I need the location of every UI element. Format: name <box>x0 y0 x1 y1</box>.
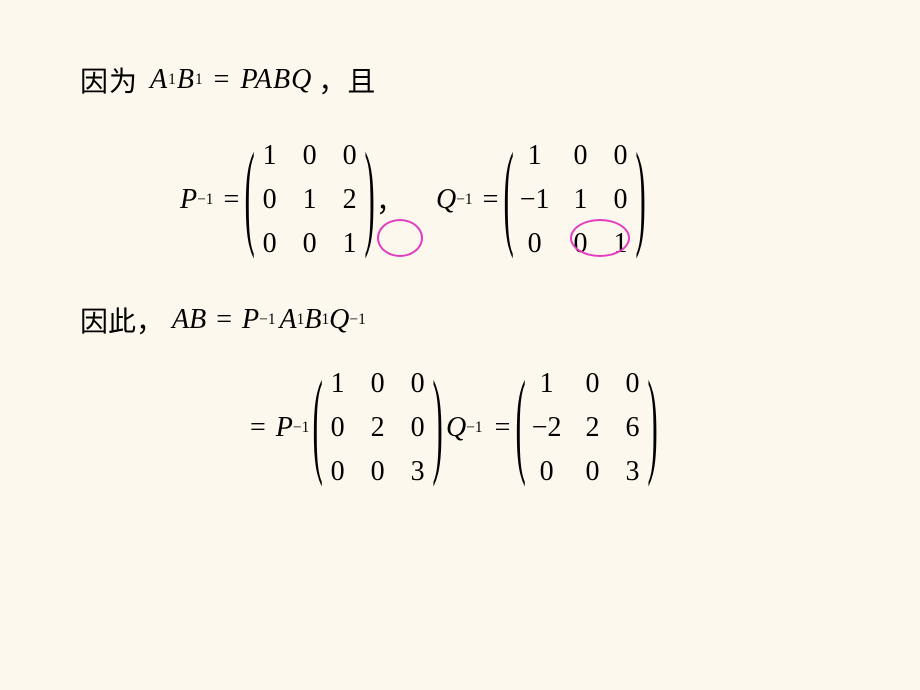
matrix-cell: 0 <box>301 140 319 172</box>
matrix-cell: 0 <box>369 456 387 488</box>
matrix-cell: 0 <box>584 456 602 488</box>
text-because: 因为 <box>80 60 138 100</box>
matrix-cell: 0 <box>612 140 630 172</box>
rhs-B1sub: 1 <box>321 311 329 329</box>
rhs-Pexp: −1 <box>259 311 275 329</box>
matrix-cell: 2 <box>341 184 359 216</box>
matrix-cell: 2 <box>369 412 387 444</box>
P-exp: −1 <box>197 191 213 209</box>
eq-Q: = <box>483 184 499 216</box>
matrix-cell: 0 <box>329 456 347 488</box>
rparen-icon: ) <box>635 141 645 259</box>
matrix-cell: 0 <box>329 412 347 444</box>
matrix-cell: 1 <box>532 368 562 400</box>
matrix-cell: −1 <box>520 184 550 216</box>
matrix-cell: 6 <box>624 412 642 444</box>
lparen-icon: ( <box>313 369 323 487</box>
rhs-Qexp: −1 <box>349 311 365 329</box>
text-and: ，且 <box>318 60 376 100</box>
rhs-B1: B <box>304 304 321 336</box>
eq-sign-2: = <box>216 304 232 336</box>
B1: B <box>177 64 195 96</box>
matrix-cell: 0 <box>612 184 630 216</box>
matrix-cell: 0 <box>520 228 550 260</box>
A1: A <box>150 64 168 96</box>
matrix-cell: 0 <box>409 412 427 444</box>
eq-P: = <box>224 184 240 216</box>
matrix-cell: −2 <box>532 412 562 444</box>
matrix-cell: 0 <box>301 228 319 260</box>
matrix-cell: 0 <box>572 140 590 172</box>
A1-sub: 1 <box>168 71 177 89</box>
matrix-cell: 1 <box>520 140 550 172</box>
Q-exp-2: −1 <box>466 419 482 437</box>
matrix-cell: 1 <box>301 184 319 216</box>
lhs-A: A <box>172 304 189 336</box>
Q-symbol: Q <box>436 184 456 216</box>
matrix-cell: 0 <box>409 368 427 400</box>
P-exp-2: −1 <box>293 419 309 437</box>
rparen-icon: ) <box>432 369 442 487</box>
comma-1: ， <box>376 180 404 220</box>
matrix-cell: 0 <box>261 184 279 216</box>
matrix-cell: 1 <box>261 140 279 172</box>
matrix-cell: 3 <box>624 456 642 488</box>
lhs-B: B <box>189 304 206 336</box>
rhs-P: P <box>242 304 259 336</box>
P-symbol-2: P <box>276 412 293 444</box>
rhs-A1: A <box>280 304 297 336</box>
matrix-cell: 0 <box>369 368 387 400</box>
sentence-1: 因为 A1 B1 = PABQ ，且 <box>80 60 840 100</box>
Q-inv-matrix: ( 100−110001 ) <box>504 140 644 260</box>
eq-sign-1: = <box>214 64 231 96</box>
mid-matrix: ( 100020003 ) <box>313 368 442 488</box>
lparen-icon: ( <box>516 369 526 487</box>
matrix-cell: 2 <box>584 412 602 444</box>
eq-4: = <box>495 412 511 444</box>
Q-symbol-2: Q <box>446 412 466 444</box>
P-symbol: P <box>180 184 197 216</box>
matrix-cell: 1 <box>341 228 359 260</box>
result-matrix: ( 100−226003 ) <box>516 368 656 488</box>
matrix-cell: 0 <box>341 140 359 172</box>
matrix-row-1: P−1 = ( 100012001 ) ， Q−1 = ( 100−110001… <box>80 140 840 260</box>
matrix-cell: 0 <box>584 368 602 400</box>
B1-sub: 1 <box>195 71 204 89</box>
rhs-PABQ: PABQ <box>240 64 312 96</box>
rhs-A1sub: 1 <box>297 311 305 329</box>
text-therefore: 因此， <box>80 300 164 340</box>
rhs-Q: Q <box>329 304 349 336</box>
matrix-cell: 0 <box>624 368 642 400</box>
sentence-2: 因此， AB = P−1 A1 B1 Q−1 <box>80 300 840 340</box>
rparen-icon: ) <box>364 141 374 259</box>
lparen-icon: ( <box>504 141 514 259</box>
matrix-cell: 3 <box>409 456 427 488</box>
matrix-cell: 0 <box>532 456 562 488</box>
lparen-icon: ( <box>245 141 255 259</box>
matrix-cell: 0 <box>572 228 590 260</box>
Q-exp: −1 <box>456 191 472 209</box>
matrix-cell: 1 <box>612 228 630 260</box>
matrix-row-2: = P−1 ( 100020003 ) Q−1 = ( 100−226003 ) <box>80 368 840 488</box>
matrix-cell: 0 <box>261 228 279 260</box>
P-inv-matrix: ( 100012001 ) <box>245 140 374 260</box>
matrix-cell: 1 <box>329 368 347 400</box>
eq-3: = <box>250 412 266 444</box>
matrix-cell: 1 <box>572 184 590 216</box>
rparen-icon: ) <box>647 369 657 487</box>
